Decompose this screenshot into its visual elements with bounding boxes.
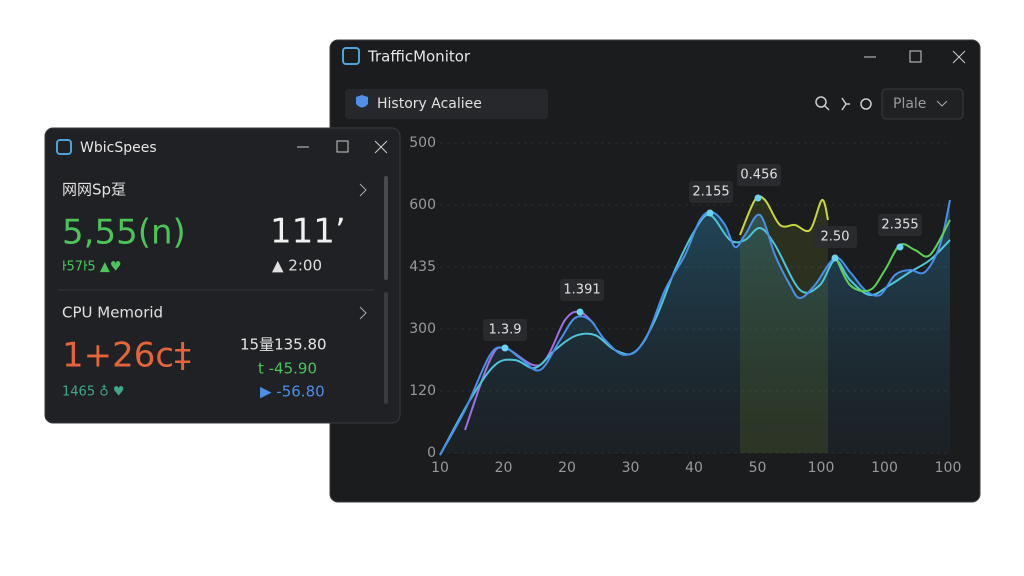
shield-icon — [356, 95, 368, 108]
y-tick-label: 0 — [427, 445, 436, 461]
window-title: WbicSpees — [80, 140, 157, 156]
point — [501, 344, 509, 352]
annotation-box — [737, 164, 781, 186]
annotation: 0.456 — [740, 168, 777, 183]
big-value: 1+26c‡ — [62, 336, 191, 376]
x-tick-label: 20 — [558, 460, 576, 476]
annotation-box — [813, 226, 857, 248]
point — [576, 308, 584, 316]
x-tick-label: 50 — [749, 460, 767, 476]
tab-label: History Acaliee — [377, 96, 482, 112]
annotation-box — [483, 319, 527, 341]
line — [834, 219, 951, 293]
section-heading: CPU Memorid — [62, 304, 163, 322]
small-value: ŀ57ŀ5 ▲♥ — [62, 260, 121, 275]
dropdown-label: Plale — [893, 96, 926, 112]
big-value: 5,55(n) — [62, 213, 186, 253]
annotation: 1.3.9 — [488, 323, 521, 338]
point — [754, 194, 762, 202]
x-tick-label: 100 — [871, 460, 898, 476]
x-tick-label: 20 — [495, 460, 513, 476]
scrollbar[interactable] — [384, 176, 388, 280]
dropdown-arrow — [936, 100, 948, 107]
annotation: 2.155 — [692, 185, 729, 200]
scrollbar[interactable] — [384, 292, 388, 404]
line — [439, 199, 951, 456]
annotation-box — [560, 279, 604, 301]
annotation: 2.355 — [881, 218, 918, 233]
app-icon — [56, 139, 72, 155]
app-icon — [342, 47, 360, 65]
filter-icon[interactable] — [841, 97, 850, 111]
tab[interactable] — [345, 89, 548, 119]
value-line: t -45.90 — [258, 360, 317, 378]
x-tick-label: 40 — [685, 460, 703, 476]
annotation-box — [689, 181, 733, 203]
y-tick-label: 500 — [409, 135, 436, 151]
search-icon[interactable] — [815, 96, 827, 108]
y-tick-label: 300 — [409, 321, 436, 337]
area — [440, 200, 950, 455]
point — [831, 254, 839, 262]
close-button[interactable] — [374, 140, 388, 154]
y-tick-label: 600 — [409, 197, 436, 213]
close-button[interactable] — [952, 50, 966, 64]
area — [740, 196, 828, 453]
chart: 500 600 435 300 120 010 20 20 30 40 50 100 100 100 1.3… — [409, 135, 961, 476]
big-value: 111’ — [270, 212, 346, 252]
dropdown[interactable] — [881, 88, 964, 120]
side-window — [44, 127, 401, 424]
search-icon-handle — [824, 105, 830, 111]
x-tick-label: 30 — [622, 460, 640, 476]
point — [706, 209, 714, 217]
value-line: 15量135.80 — [240, 336, 327, 354]
x-tick-label: 10 — [431, 460, 449, 476]
refresh-icon[interactable] — [860, 98, 872, 110]
small-value: ▲ 2:00 — [272, 257, 322, 275]
annotation: 1.391 — [563, 283, 600, 298]
chevron[interactable] — [359, 306, 367, 320]
x-tick-label: 100 — [935, 460, 962, 476]
annotation-box — [878, 214, 922, 236]
window-title: TrafficMonitor — [367, 48, 471, 66]
point — [896, 243, 904, 251]
y-tick-label: 435 — [409, 259, 436, 275]
value-line: ▶ -56.80 — [260, 383, 325, 401]
maximize-button[interactable] — [336, 140, 349, 153]
chevron[interactable] — [359, 183, 367, 197]
x-tick-label: 100 — [808, 460, 835, 476]
maximize-button[interactable] — [909, 50, 922, 63]
annotation: 2.50 — [821, 230, 850, 245]
y-tick-label: 120 — [409, 383, 436, 399]
small-value: 1465 ♁ ♥ — [62, 385, 125, 400]
section-heading: 网网Sp趸 — [62, 181, 126, 199]
